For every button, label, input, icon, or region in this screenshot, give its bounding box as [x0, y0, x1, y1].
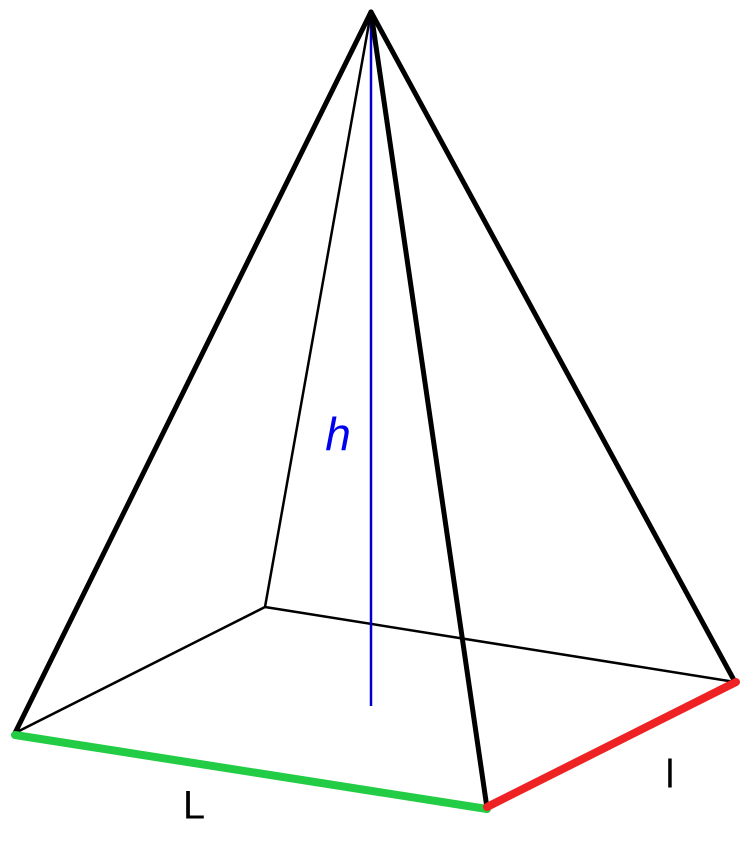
- lateral-edge: [368, 9, 490, 811]
- base-edge: [14, 605, 266, 735]
- width-label: l: [666, 753, 675, 797]
- lateral-edge: [12, 9, 374, 736]
- length-edge: [11, 731, 491, 813]
- back-edge: [263, 11, 373, 608]
- length-label: L: [183, 784, 205, 828]
- lateral-edge: [368, 9, 738, 685]
- base-edge: [264, 605, 736, 684]
- width-edge: [483, 678, 740, 811]
- height-label: h: [325, 408, 351, 460]
